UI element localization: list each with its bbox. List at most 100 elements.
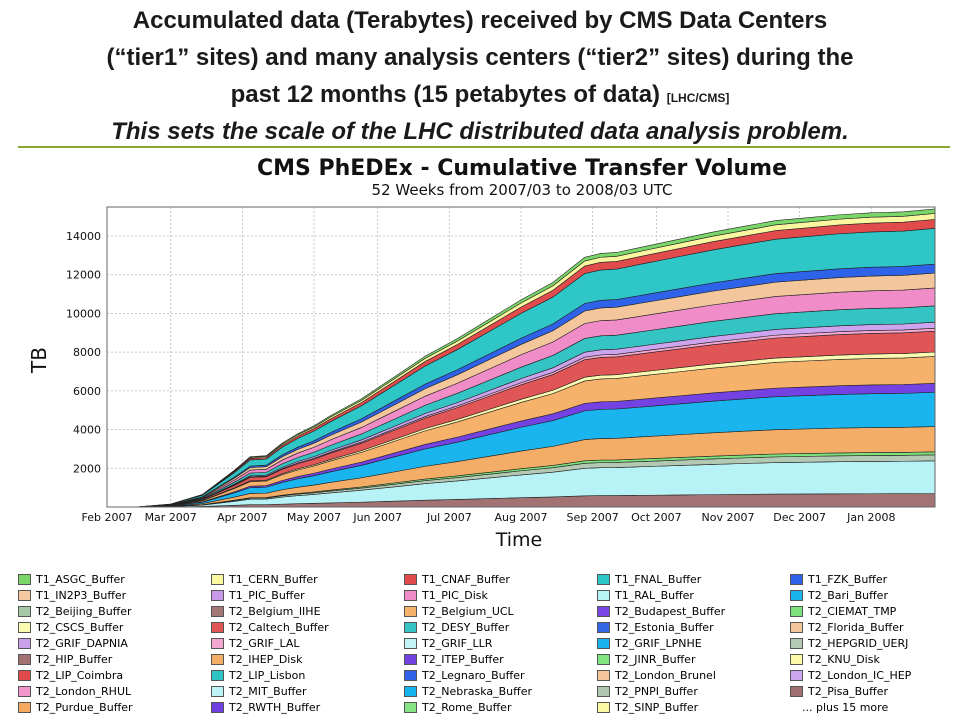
legend-swatch xyxy=(211,605,224,617)
legend-item-t2-hip-buffer: T2_HIP_Buffer xyxy=(18,651,211,667)
legend-swatch xyxy=(211,685,224,697)
legend-label: T2_Purdue_Buffer xyxy=(36,700,133,714)
legend-label: T2_Beijing_Buffer xyxy=(36,604,132,618)
plot-border xyxy=(106,206,936,508)
legend-label: T2_GRIF_LPNHE xyxy=(615,636,702,650)
legend-item-t1-cern-buffer: T1_CERN_Buffer xyxy=(211,571,404,587)
legend-item-t2-nebraska-buffer: T2_Nebraska_Buffer xyxy=(404,683,597,699)
legend-swatch xyxy=(597,653,610,665)
legend-swatch xyxy=(597,685,610,697)
legend-item-t2-beijing-buffer: T2_Beijing_Buffer xyxy=(18,603,211,619)
title-divider xyxy=(18,146,950,148)
y-tick-label: 12000 xyxy=(66,269,101,282)
legend-item-t2-estonia-buffer: T2_Estonia_Buffer xyxy=(597,619,790,635)
legend-label: T2_IHEP_Disk xyxy=(229,652,303,666)
legend-item-t2-grif-dapnia: T2_GRIF_DAPNIA xyxy=(18,635,211,651)
x-tick-label: Jul 2007 xyxy=(426,511,472,524)
legend-swatch xyxy=(404,637,417,649)
legend-label: T2_Nebraska_Buffer xyxy=(422,684,532,698)
x-tick-label: Mar 2007 xyxy=(145,511,197,524)
legend-swatch xyxy=(18,637,31,649)
legend-item-t2-purdue-buffer: T2_Purdue_Buffer xyxy=(18,699,211,715)
legend-label: T2_Caltech_Buffer xyxy=(229,620,329,634)
legend-label: T1_CNAF_Buffer xyxy=(422,572,510,586)
legend-item-t2-london-rhul: T2_London_RHUL xyxy=(18,683,211,699)
legend-swatch xyxy=(211,669,224,681)
legend-swatch xyxy=(790,589,803,601)
legend-item-t2-bari-buffer: T2_Bari_Buffer xyxy=(790,587,960,603)
y-tick-label: 8000 xyxy=(73,346,101,359)
legend-label: T2_Legnaro_Buffer xyxy=(422,668,525,682)
legend-item-t2-mit-buffer: T2_MIT_Buffer xyxy=(211,683,404,699)
legend-swatch xyxy=(404,701,417,713)
y-tick-label: 2000 xyxy=(73,462,101,475)
legend-item-t2-lip-lisbon: T2_LIP_Lisbon xyxy=(211,667,404,683)
legend-swatch xyxy=(597,605,610,617)
legend-swatch xyxy=(790,637,803,649)
legend-swatch xyxy=(18,589,31,601)
legend-label: T2_CIEMAT_TMP xyxy=(808,604,897,618)
legend-item-t2-pisa-buffer: T2_Pisa_Buffer xyxy=(790,683,960,699)
legend-swatch xyxy=(18,573,31,585)
legend-swatch xyxy=(597,637,610,649)
legend-swatch xyxy=(790,605,803,617)
x-tick-label: Aug 2007 xyxy=(495,511,548,524)
legend-swatch xyxy=(404,685,417,697)
legend-swatch xyxy=(404,589,417,601)
legend-item-t2-lip-coimbra: T2_LIP_Coimbra xyxy=(18,667,211,683)
chart-title: CMS PhEDEx - Cumulative Transfer Volume xyxy=(257,156,787,181)
legend-swatch xyxy=(18,701,31,713)
legend-label: T2_LIP_Lisbon xyxy=(229,668,306,682)
legend-item-t1-pic-buffer: T1_PIC_Buffer xyxy=(211,587,404,603)
legend-item-t2-grif-lpnhe: T2_GRIF_LPNHE xyxy=(597,635,790,651)
legend-more-note: ... plus 15 more xyxy=(802,700,889,714)
legend-label: T2_HEPGRID_UERJ xyxy=(808,636,909,650)
legend-item-t2-jinr-buffer: T2_JINR_Buffer xyxy=(597,651,790,667)
legend-swatch xyxy=(404,573,417,585)
legend-label: T2_HIP_Buffer xyxy=(36,652,113,666)
legend-item-t2-hepgrid-uerj: T2_HEPGRID_UERJ xyxy=(790,635,960,651)
y-tick-label: 4000 xyxy=(73,424,101,437)
legend-item-t1-cnaf-buffer: T1_CNAF_Buffer xyxy=(404,571,597,587)
legend-label: T2_LIP_Coimbra xyxy=(36,668,124,682)
slide-subtitle: This sets the scale of the LHC distribut… xyxy=(111,118,849,145)
legend-item-t1-ral-buffer: T1_RAL_Buffer xyxy=(597,587,790,603)
legend-label: T2_KNU_Disk xyxy=(808,652,880,666)
legend-item-t1-in2p3-buffer: T1_IN2P3_Buffer xyxy=(18,587,211,603)
legend-label: T2_PNPI_Buffer xyxy=(615,684,698,698)
x-tick-label: Dec 2007 xyxy=(773,511,826,524)
legend-swatch xyxy=(404,621,417,633)
slide-title: Accumulated data (Terabytes) received by… xyxy=(0,2,960,147)
legend-swatch xyxy=(597,669,610,681)
legend-label: T1_RAL_Buffer xyxy=(615,588,694,602)
legend-label: T2_Bari_Buffer xyxy=(808,588,888,602)
legend-label: T1_FNAL_Buffer xyxy=(615,572,702,586)
title-line-1: Accumulated data (Terabytes) received by… xyxy=(132,7,828,34)
legend-label: T2_Budapest_Buffer xyxy=(615,604,726,618)
legend-item-t2-pnpi-buffer: T2_PNPI_Buffer xyxy=(597,683,790,699)
legend-swatch xyxy=(597,573,610,585)
y-tick-label: 10000 xyxy=(66,307,101,320)
legend-item-t2-ihep-disk: T2_IHEP_Disk xyxy=(211,651,404,667)
legend-label: T2_London_IC_HEP xyxy=(808,668,912,682)
legend-label: T2_JINR_Buffer xyxy=(615,652,696,666)
y-tick-label: 14000 xyxy=(66,230,101,243)
legend-swatch xyxy=(790,573,803,585)
legend-label: T2_DESY_Buffer xyxy=(422,620,510,634)
legend-label: T2_SINP_Buffer xyxy=(615,700,699,714)
legend-label: T1_CERN_Buffer xyxy=(229,572,318,586)
chart-subtitle: 52 Weeks from 2007/03 to 2008/03 UTC xyxy=(372,181,673,199)
legend-label: T1_PIC_Disk xyxy=(422,588,488,602)
legend-label: T2_Pisa_Buffer xyxy=(808,684,889,698)
legend-label: T2_Belgium_IIHE xyxy=(229,604,321,618)
legend-label: T1_ASGC_Buffer xyxy=(36,572,125,586)
legend-item-t1-asgc-buffer: T1_ASGC_Buffer xyxy=(18,571,211,587)
legend-swatch xyxy=(18,669,31,681)
title-line-3: past 12 months (15 petabytes of data) [L… xyxy=(0,76,960,117)
legend-label: T2_GRIF_DAPNIA xyxy=(36,636,128,650)
legend-label: T2_RWTH_Buffer xyxy=(229,700,321,714)
legend-label: T1_PIC_Buffer xyxy=(229,588,305,602)
legend-item-t2-budapest-buffer: T2_Budapest_Buffer xyxy=(597,603,790,619)
x-tick-label: Oct 2007 xyxy=(631,511,682,524)
legend-swatch xyxy=(211,637,224,649)
